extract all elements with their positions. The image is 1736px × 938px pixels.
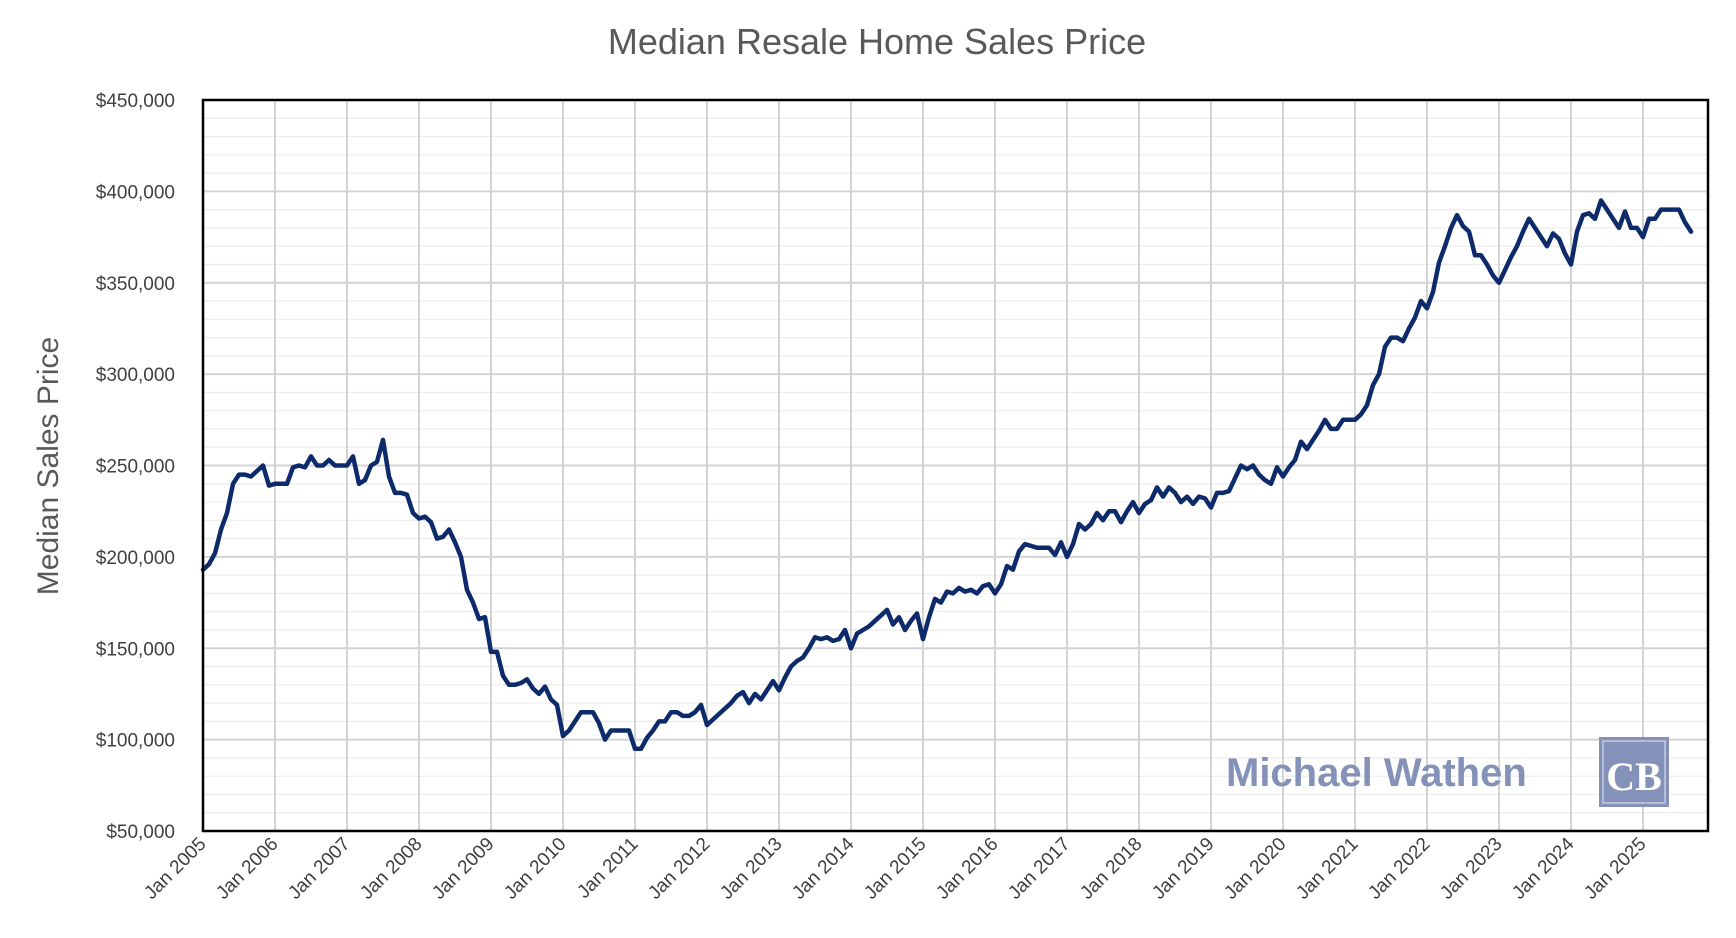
x-tick-label: Jan 2006 [212,834,282,904]
y-tick-label: $350,000 [96,274,175,295]
x-tick-label: Jan 2023 [1436,834,1506,904]
x-tick-label: Jan 2019 [1148,834,1218,904]
price-series-line [200,198,1694,752]
x-tick-label: Jan 2013 [716,834,786,904]
x-tick-label: Jan 2015 [860,834,930,904]
x-tick-label: Jan 2024 [1508,833,1578,903]
y-axis-label: Median Sales Price [32,337,65,595]
x-tick-label: Jan 2007 [284,834,354,904]
y-tick-labels: $50,000 $100,000 $150,000 $200,000 $250,000 $… [96,91,175,843]
x-tick-label: Jan 2010 [500,834,570,904]
y-tick-label: $450,000 [96,91,175,112]
x-tick-label: Jan 2022 [1364,834,1434,904]
y-tick-label: $150,000 [96,639,175,660]
x-tick-label: Jan 2009 [428,834,498,904]
x-tick-label: Jan 2020 [1220,834,1290,904]
x-tick-label: Jan 2021 [1292,834,1362,904]
series-layer [200,198,1694,752]
x-tick-label: Jan 2011 [573,834,642,903]
plot-border [201,98,1710,833]
x-tick-label: Jan 2008 [356,834,426,904]
x-tick-label: Jan 2016 [932,834,1002,904]
x-tick-label: Jan 2012 [644,834,714,904]
coldwell-banker-logo-icon: CB [1599,737,1669,807]
y-tick-label: $300,000 [96,365,175,386]
logo-text: CB [1606,754,1662,799]
y-tick-label: $100,000 [96,731,175,752]
x-tick-label: Jan 2014 [788,833,858,903]
x-tick-labels: Jan 2005 Jan 2006 Jan 2007 Jan 2008 Jan 2009… [140,833,1650,903]
watermark: Michael Wathen CB [1226,737,1669,807]
x-tick-label: Jan 2018 [1076,834,1146,904]
x-tick-label: Jan 2025 [1580,834,1650,904]
y-tick-label: $250,000 [96,457,175,478]
y-tick-label: $200,000 [96,548,175,569]
watermark-text: Michael Wathen [1226,751,1527,795]
x-tick-label: Jan 2005 [140,834,210,904]
y-tick-label: $400,000 [96,182,175,203]
gridlines [202,99,1708,832]
chart-title: Median Resale Home Sales Price [608,21,1146,62]
x-tick-label: Jan 2017 [1004,834,1074,904]
y-tick-label: $50,000 [106,822,175,843]
